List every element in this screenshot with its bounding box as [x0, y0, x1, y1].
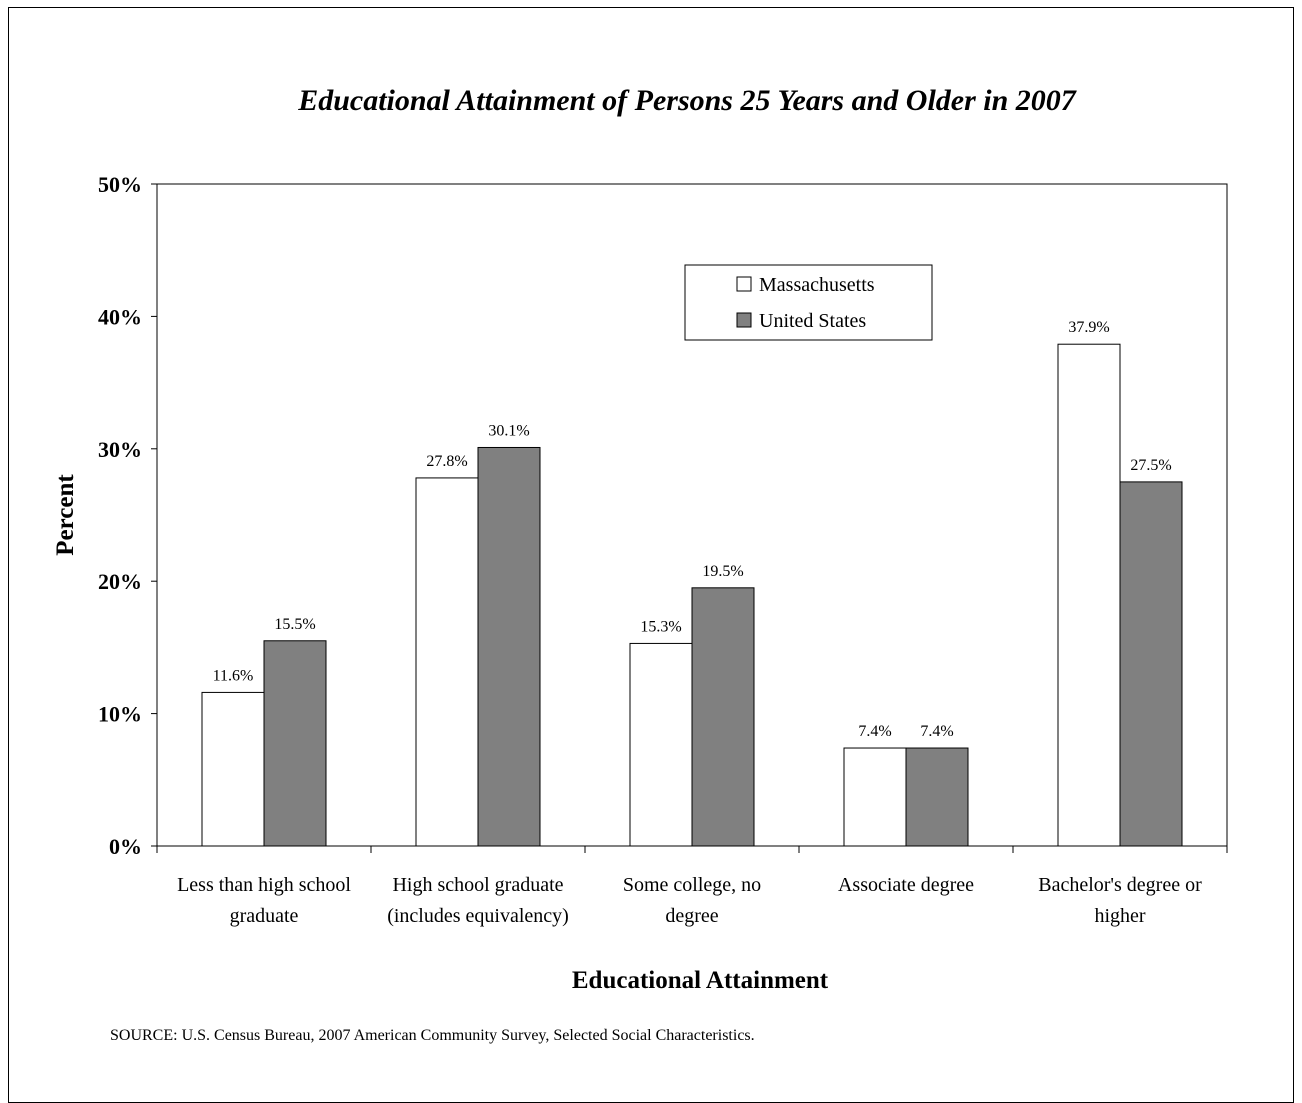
bar-united-states [691, 587, 755, 847]
y-tick-label: 0% [109, 834, 142, 859]
x-tick-label: Less than high school graduate [177, 874, 351, 927]
data-label: 19.5% [702, 563, 743, 580]
x-tick-label-line: degree [665, 905, 718, 927]
bar-united-states [477, 446, 541, 847]
data-label: 27.5% [1130, 457, 1171, 474]
x-tick-label-line: Bachelor's degree or [1038, 874, 1202, 896]
y-tick-label: 50% [98, 172, 142, 197]
x-axis-label: Educational Attainment [572, 967, 829, 994]
data-label: 7.4% [920, 723, 953, 740]
legend-label-united-states: United States [759, 310, 866, 332]
legend: Massachusetts United States [684, 264, 933, 341]
data-label: 15.5% [274, 616, 315, 633]
data-label: 7.4% [858, 723, 891, 740]
bars [201, 343, 1183, 847]
y-tick-label: 30% [98, 437, 142, 462]
x-tick-label: High school graduate (includes equivalenc… [387, 874, 569, 927]
y-axis: 0% 10% 20% 30% 40% 50% [98, 172, 157, 859]
data-label: 15.3% [640, 618, 681, 635]
data-label: 27.8% [426, 453, 467, 470]
x-tick-label-line: Less than high school [177, 874, 351, 896]
bar-united-states [263, 640, 327, 847]
y-tick-label: 20% [98, 569, 142, 594]
x-tick-label: Bachelor's degree or higher [1038, 874, 1202, 927]
source-note: SOURCE: U.S. Census Bureau, 2007 America… [110, 1027, 755, 1044]
bar-massachusetts [201, 691, 265, 847]
x-tick-label-line: (includes equivalency) [387, 905, 569, 927]
legend-box [684, 264, 933, 341]
x-tick-label-line: Some college, no [623, 874, 761, 896]
y-tick-label: 40% [98, 304, 142, 329]
legend-swatch-united-states [736, 312, 752, 328]
bar-massachusetts [1057, 343, 1121, 847]
x-tick-label-line: High school graduate [392, 874, 563, 896]
x-axis: Less than high school graduate High school… [156, 846, 1228, 927]
bar-united-states [905, 747, 969, 847]
y-tick-label: 10% [98, 702, 142, 727]
bar-massachusetts [629, 642, 693, 847]
chart-title: Educational Attainment of Persons 25 Yea… [297, 84, 1077, 117]
legend-swatch-massachusetts [736, 276, 752, 292]
x-tick-label-line: graduate [230, 905, 299, 927]
bar-united-states [1119, 481, 1183, 847]
bar-massachusetts [415, 477, 479, 847]
data-label: 30.1% [488, 422, 529, 439]
legend-label-massachusetts: Massachusetts [759, 274, 875, 296]
x-tick-label-line: Associate degree [838, 874, 974, 896]
x-tick-label-line: higher [1094, 905, 1145, 927]
x-tick-label: Some college, no degree [623, 874, 761, 927]
y-axis-label: Percent [52, 474, 79, 556]
data-label: 11.6% [213, 667, 254, 684]
data-labels: 11.6% 15.5% 27.8% 30.1% 15.3% 19.5% 7.4% 7.4% 37… [213, 319, 1172, 740]
x-tick-label: Associate degree [838, 874, 974, 896]
bar-massachusetts [843, 747, 907, 847]
data-label: 37.9% [1068, 319, 1109, 336]
